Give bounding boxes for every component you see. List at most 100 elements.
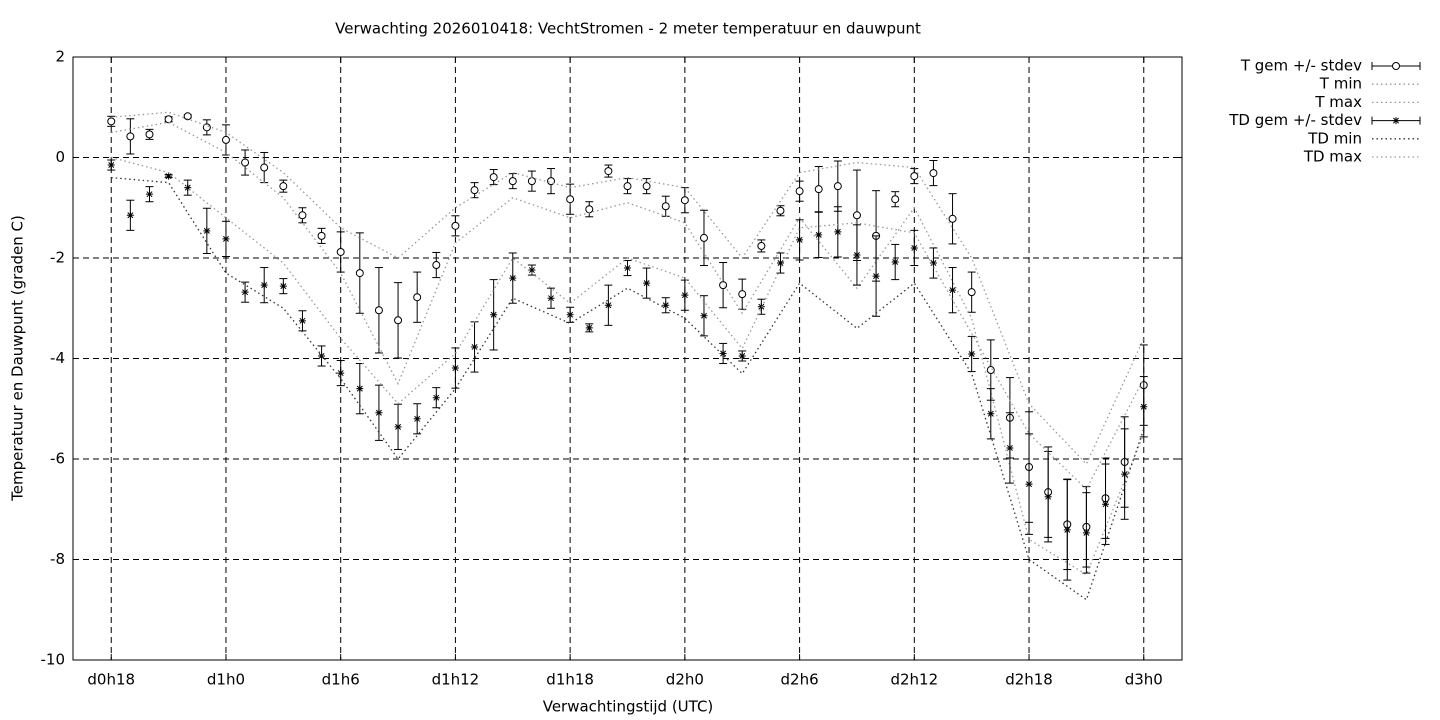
marker <box>566 195 575 204</box>
error-point <box>585 323 594 333</box>
error-point <box>164 172 173 180</box>
error-point <box>910 168 919 185</box>
marker <box>222 235 230 243</box>
x-tick-label: d1h18 <box>546 671 594 689</box>
marker <box>126 132 135 141</box>
marker <box>661 202 670 211</box>
marker <box>337 369 345 377</box>
error-point <box>929 247 938 279</box>
marker <box>432 261 441 270</box>
legend-label: TD min <box>1307 129 1362 147</box>
x-tick-label: d2h6 <box>781 671 819 689</box>
marker <box>375 409 383 417</box>
error-point <box>1101 463 1110 545</box>
marker <box>872 272 880 280</box>
x-axis-label: Verwachtingstijd (UTC) <box>543 698 714 716</box>
error-point <box>738 278 747 310</box>
error-point <box>1139 376 1148 438</box>
marker <box>1025 480 1033 488</box>
error-point <box>241 149 250 176</box>
y-tick-label: -2 <box>50 249 65 267</box>
error-point <box>566 306 575 323</box>
y-tick-label: -6 <box>50 450 65 468</box>
x-tick-label: d0h18 <box>87 671 135 689</box>
error-point <box>279 278 288 295</box>
error-point <box>432 387 441 409</box>
error-point <box>394 282 403 359</box>
marker <box>183 112 192 121</box>
marker <box>527 177 536 186</box>
marker <box>107 161 115 169</box>
error-point <box>527 170 536 192</box>
marker <box>834 228 842 236</box>
marker <box>623 182 632 191</box>
error-point <box>374 267 383 354</box>
x-tick-label: d1h0 <box>207 671 245 689</box>
error-point <box>604 164 613 178</box>
marker <box>796 236 804 244</box>
error-point <box>661 297 670 314</box>
error-point <box>948 193 957 245</box>
marker <box>165 172 173 180</box>
error-point <box>394 403 403 450</box>
x-tick-label: d2h18 <box>1005 671 1053 689</box>
marker <box>795 187 804 196</box>
marker <box>643 279 651 287</box>
error-point <box>872 235 881 317</box>
marker <box>394 316 403 325</box>
x-tick-label: d2h0 <box>666 671 704 689</box>
marker <box>413 293 422 302</box>
y-tick-label: 0 <box>55 148 65 166</box>
marker <box>1082 529 1090 537</box>
error-point <box>891 243 900 281</box>
marker <box>528 266 536 274</box>
marker <box>221 135 230 144</box>
error-point <box>623 260 632 277</box>
error-point <box>317 227 326 244</box>
legend-label: TD gem +/- stdev <box>1228 111 1362 129</box>
error-point <box>279 179 288 193</box>
error-point <box>1025 433 1034 535</box>
marker <box>164 115 173 124</box>
marker <box>1392 117 1400 125</box>
marker <box>776 206 785 215</box>
error-point <box>699 209 708 267</box>
marker <box>241 288 249 296</box>
error-point <box>795 180 804 202</box>
marker <box>509 274 517 282</box>
marker <box>852 211 861 220</box>
marker <box>719 349 727 357</box>
marker <box>470 186 479 195</box>
marker <box>815 231 823 239</box>
error-point <box>432 251 441 279</box>
error-point <box>814 211 823 258</box>
error-point <box>1082 492 1091 574</box>
marker <box>279 182 288 191</box>
error-point <box>241 281 250 303</box>
marker <box>298 317 306 325</box>
range-line <box>111 156 1145 491</box>
legend-label: T min <box>1319 75 1362 93</box>
marker <box>126 211 134 219</box>
marker <box>451 364 459 372</box>
marker <box>1006 444 1014 452</box>
marker <box>699 233 708 242</box>
marker <box>355 269 364 278</box>
marker <box>757 241 766 250</box>
error-point <box>948 267 957 314</box>
error-point <box>1005 412 1014 484</box>
y-axis-label: Temperatuur en Dauwpunt (graden C) <box>9 215 27 502</box>
error-point <box>126 199 135 231</box>
marker <box>145 130 154 139</box>
error-point <box>776 205 785 217</box>
error-point <box>260 151 269 184</box>
marker <box>279 282 287 290</box>
marker <box>738 352 746 360</box>
error-point <box>221 124 230 156</box>
error-point <box>355 232 364 314</box>
legend-label: TD max <box>1303 148 1362 166</box>
marker <box>642 182 651 191</box>
marker <box>566 311 574 319</box>
error-point <box>547 287 556 309</box>
